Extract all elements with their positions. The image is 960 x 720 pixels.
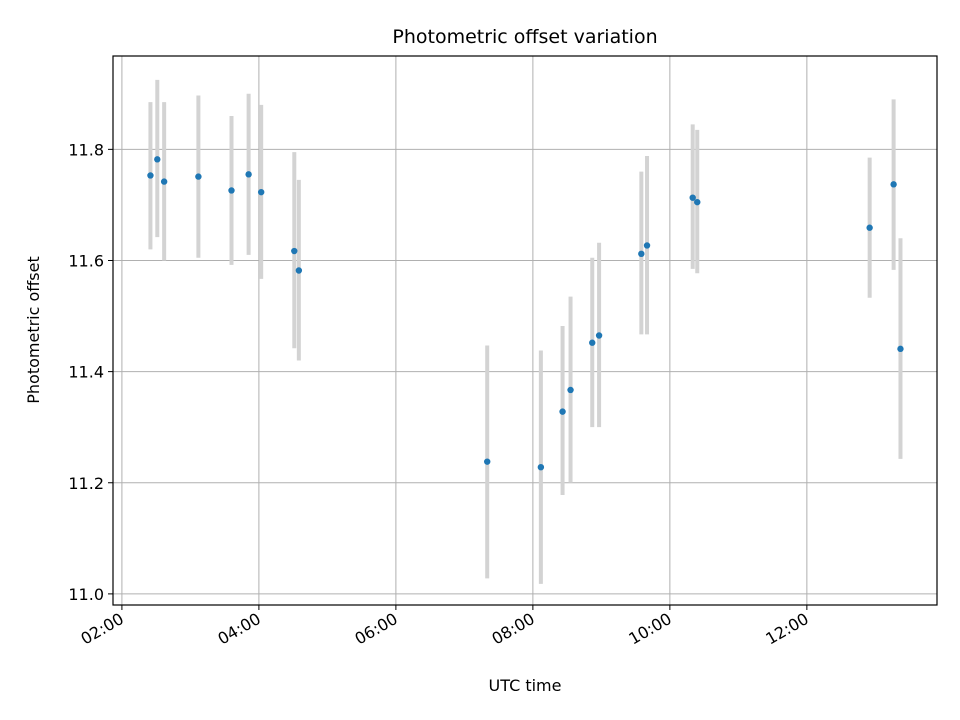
data-point: [589, 339, 596, 346]
data-point: [295, 267, 303, 274]
data-point: [595, 332, 603, 339]
data-point: [245, 171, 252, 178]
data-point: [160, 178, 168, 185]
data-point: [228, 187, 235, 194]
data-point: [643, 242, 651, 249]
data-point: [866, 224, 873, 231]
y-tick-label: 11.2: [68, 474, 104, 493]
y-tick-label: 11.8: [68, 140, 104, 159]
y-tick-label: 11.0: [68, 585, 104, 604]
plot-frame: [112, 55, 938, 606]
data-point: [257, 188, 265, 196]
data-point: [897, 345, 904, 353]
data-point: [154, 156, 161, 163]
data-point: [694, 198, 701, 206]
data-point: [484, 458, 491, 465]
data-point: [147, 172, 154, 179]
y-axis-ticks: 11.0 11.2 11.4 11.6 11.8: [68, 140, 113, 604]
data-point: [567, 386, 574, 394]
y-tick-label: 11.6: [68, 251, 104, 270]
data-point: [291, 247, 298, 255]
chart-title: Photometric offset variation: [392, 26, 657, 48]
data-point: [638, 250, 645, 258]
data-points: [147, 156, 904, 471]
y-axis-label: Photometric offset: [24, 256, 43, 404]
x-axis-label: UTC time: [489, 676, 562, 695]
data-point: [537, 463, 545, 471]
data-point: [195, 173, 202, 180]
y-tick-label: 11.4: [68, 363, 104, 382]
data-point: [689, 194, 696, 201]
data-point: [559, 408, 566, 415]
data-point: [890, 181, 897, 188]
